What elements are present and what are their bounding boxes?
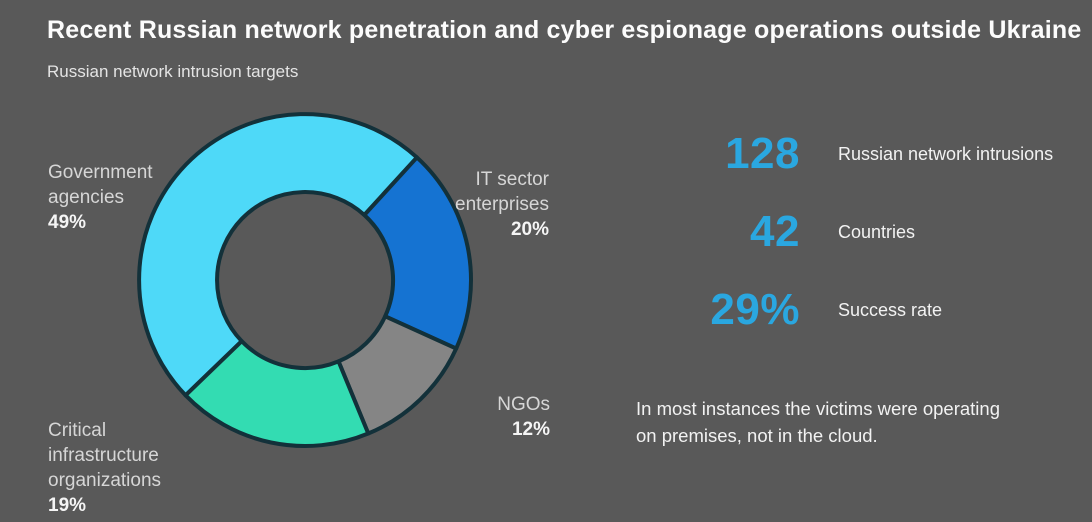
stat-label: Countries	[838, 221, 916, 242]
donut-chart	[137, 112, 473, 448]
segment-label-critical-infrastructure: Critical infrastructure organizations 19…	[48, 393, 161, 522]
chart-subtitle: Russian network intrusion targets	[47, 62, 299, 81]
page-title: Recent Russian network penetration and c…	[47, 16, 1082, 44]
stats-panel: 128 Russian network intrusions 42 Countr…	[686, 128, 1081, 362]
segment-percent: 20%	[510, 219, 549, 240]
footnote: In most instances the victims were opera…	[636, 398, 1000, 446]
segment-label-text: IT sector enterprises	[455, 169, 549, 215]
segment-label-text: NGOs	[497, 394, 550, 415]
stat-value: 128	[725, 129, 800, 178]
donut-segment-0	[137, 112, 419, 398]
segment-label-text: Critical infrastructure organizations	[48, 420, 162, 491]
segment-label-government-agencies: Government agencies 49%	[48, 135, 153, 260]
stat-label: Success rate	[838, 299, 943, 320]
stat-row-intrusions: 128 Russian network intrusions	[686, 128, 1081, 180]
segment-label-text: Government agencies	[48, 162, 153, 208]
segment-label-it-sector: IT sector enterprises 20%	[455, 142, 549, 267]
donut-segment-1	[362, 155, 473, 351]
stat-label: Russian network intrusions	[838, 143, 1054, 164]
segment-percent: 49%	[48, 212, 87, 233]
donut-segment-3	[183, 339, 371, 448]
stat-row-success-rate: 29% Success rate	[686, 284, 1081, 336]
stat-value: 29%	[710, 285, 800, 334]
stat-value: 42	[750, 207, 800, 256]
segment-percent: 12%	[511, 419, 550, 440]
segment-label-ngos: NGOs 12%	[497, 367, 550, 467]
stat-row-countries: 42 Countries	[686, 206, 1081, 258]
segment-percent: 19%	[48, 495, 87, 516]
